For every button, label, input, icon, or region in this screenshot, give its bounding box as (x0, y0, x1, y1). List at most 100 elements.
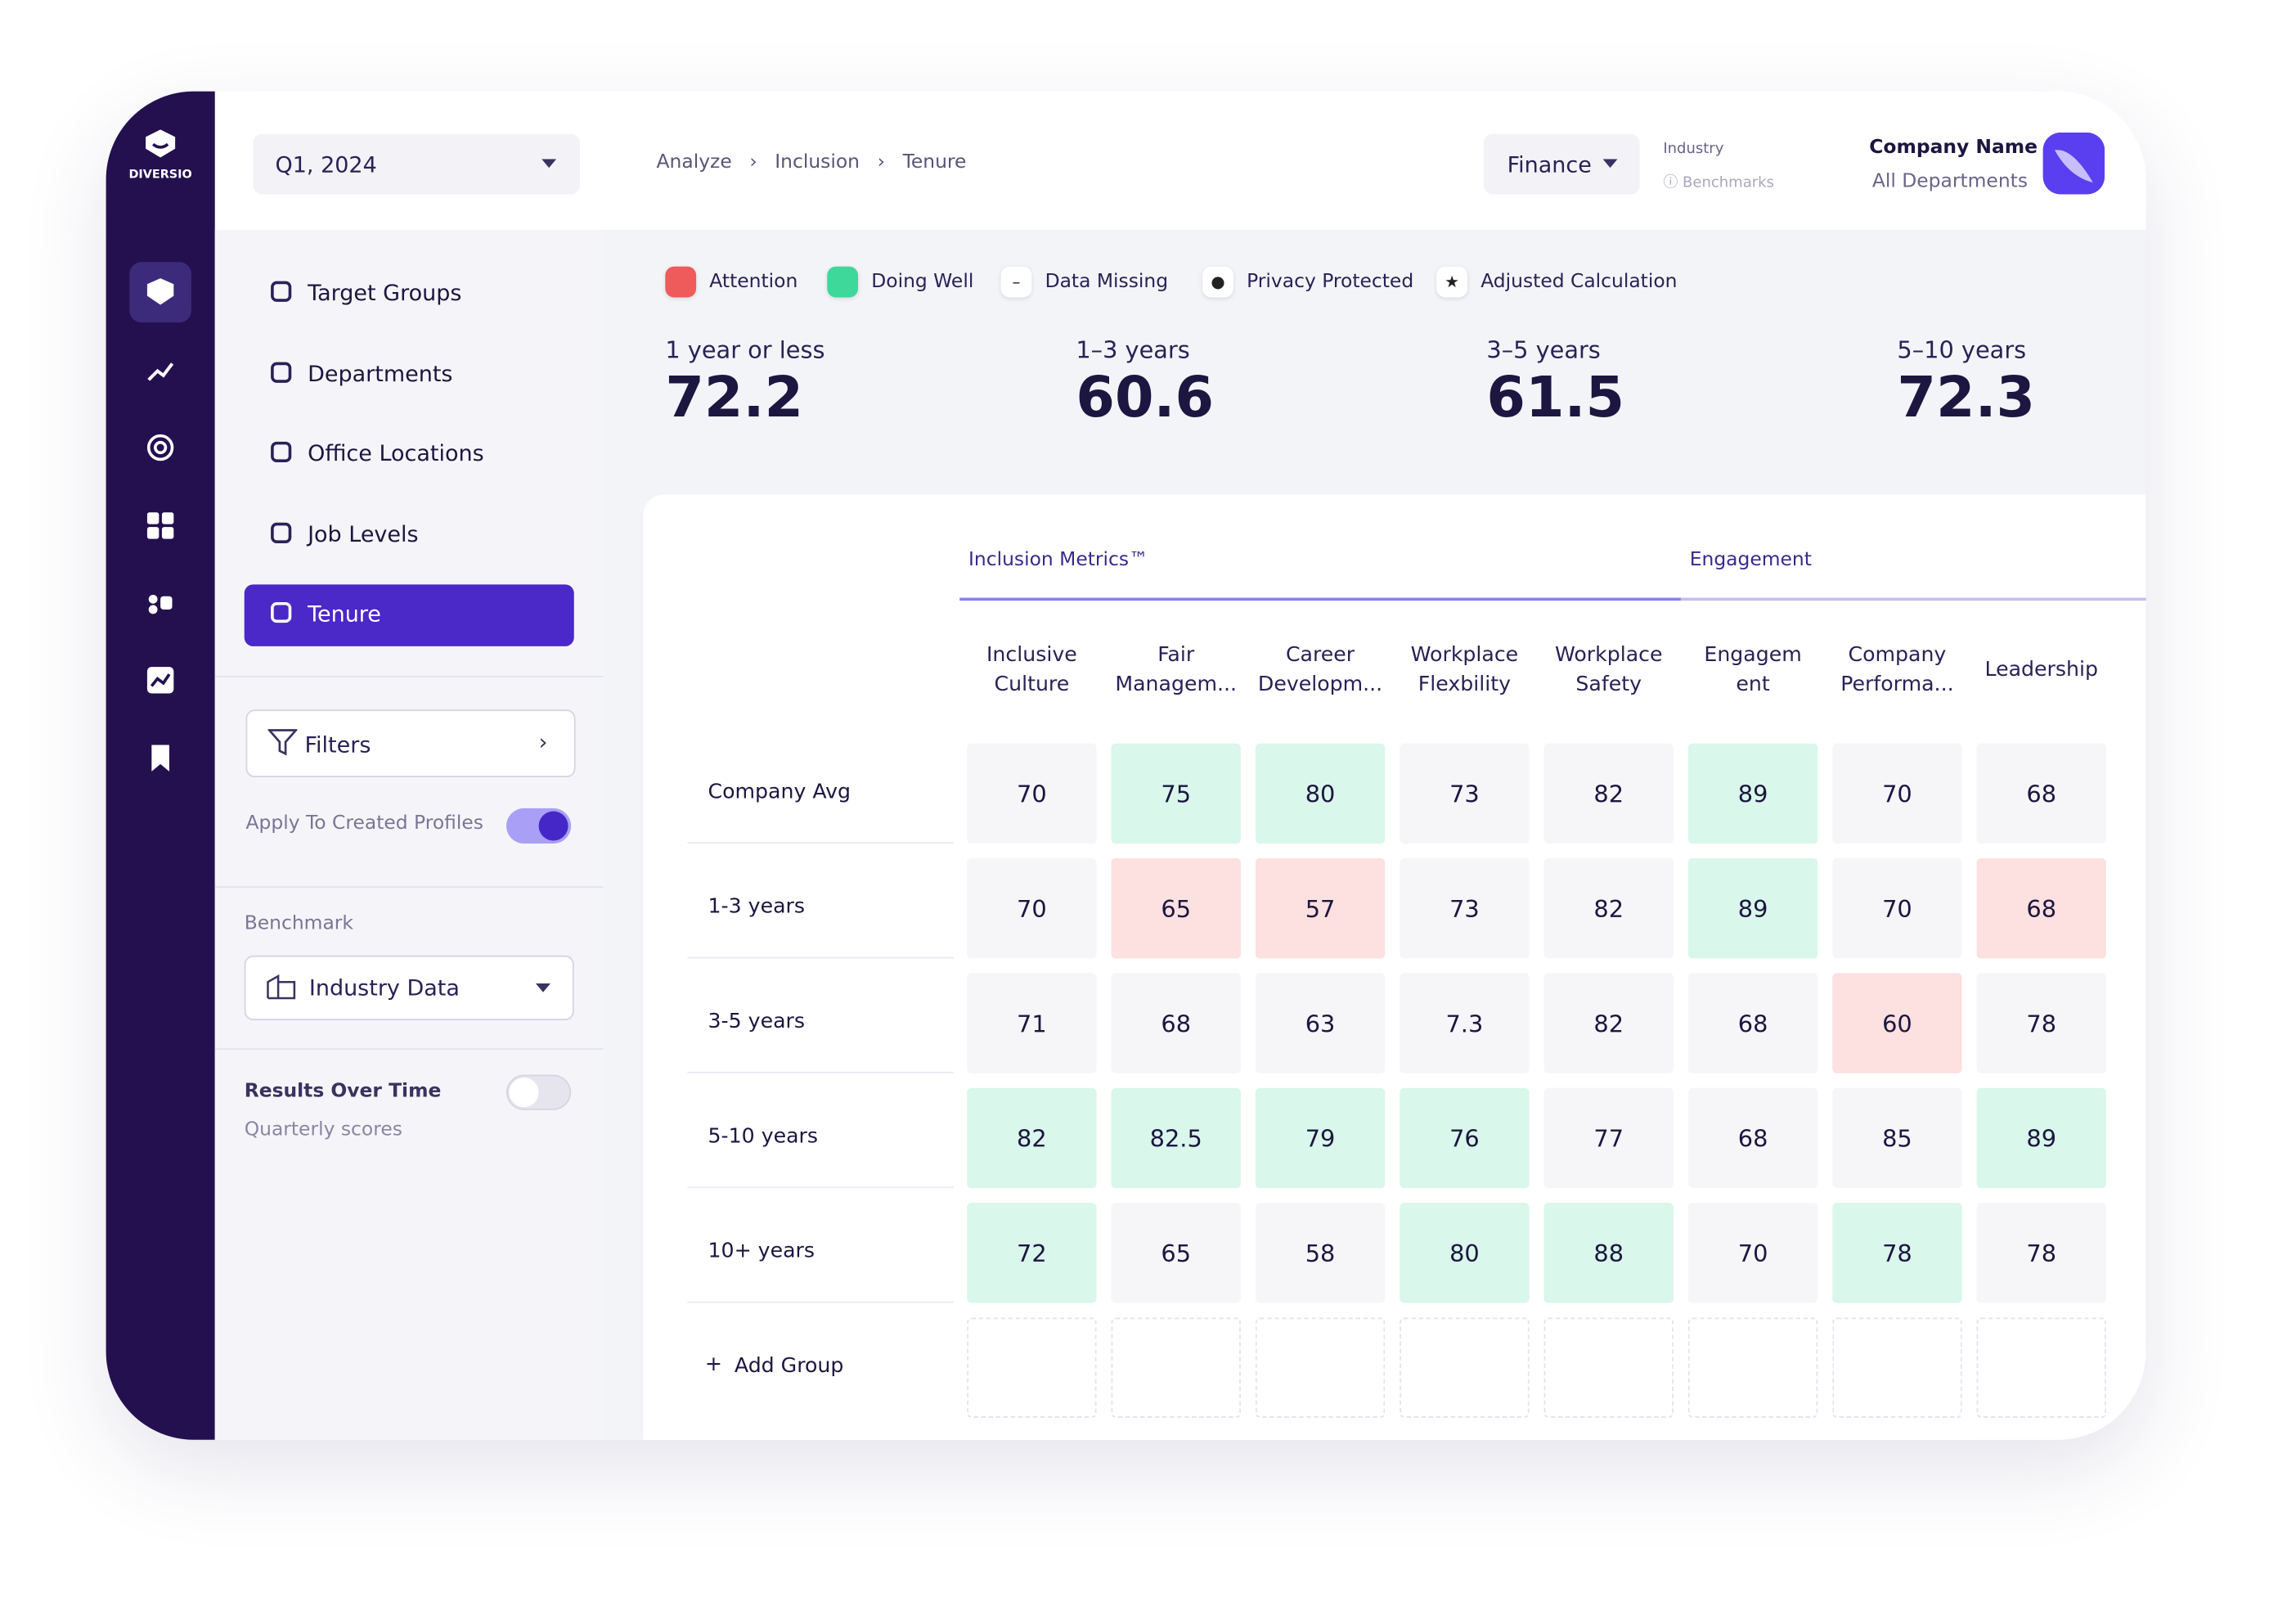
add-group-label[interactable]: Add Group (734, 1354, 844, 1379)
legend-label: Adjusted Calculation (1480, 271, 1678, 294)
stat-label: 5–10 years (1897, 335, 2027, 364)
nav-icon (271, 281, 292, 302)
legend-label: Attention (709, 271, 798, 294)
add-group[interactable]: + (704, 1352, 723, 1377)
industry: Industry (1663, 141, 1724, 158)
avatar[interactable] (2042, 132, 2105, 195)
logo-icon (146, 129, 176, 158)
cell: 63 (1255, 973, 1386, 1073)
cell: 68 (1976, 743, 2106, 844)
benchmark-value: Industry Data (308, 974, 460, 1001)
row-divider (687, 956, 955, 959)
column-header: Leadership (1984, 658, 2098, 682)
cell: 60 (1832, 973, 1962, 1073)
filters: Filters (304, 731, 371, 758)
cell: 70 (967, 743, 1097, 844)
period-select[interactable] (253, 133, 580, 195)
stat-label: 1–3 years (1076, 335, 1190, 364)
cell: 89 (1976, 1087, 2106, 1189)
results-sub: Quarterly scores (244, 1118, 402, 1141)
cell: 80 (1255, 743, 1386, 844)
chart-icon[interactable] (146, 665, 175, 695)
cell: 7.3 (1400, 973, 1530, 1073)
column-header: Safety (1575, 673, 1642, 697)
cell: 82 (1543, 743, 1674, 844)
crumb[interactable]: Inclusion (775, 151, 860, 174)
nav-item[interactable]: Tenure (308, 601, 381, 628)
building-icon (267, 974, 296, 1000)
legend-icon (827, 266, 859, 298)
stat-value: 61.5 (1486, 365, 1625, 430)
row-divider (687, 1186, 955, 1189)
dept-select[interactable] (1483, 133, 1640, 195)
column-header: Career (1285, 643, 1355, 668)
caret (1602, 159, 1618, 169)
column-header: Workplace (1554, 643, 1663, 668)
group-label: Engagement (1689, 549, 1812, 572)
cell: 70 (1687, 1203, 1818, 1303)
crumb[interactable]: Tenure (902, 151, 967, 174)
nav-item[interactable]: Departments (308, 359, 453, 387)
row-divider (687, 1071, 955, 1073)
cell: 65 (1111, 858, 1241, 959)
cell: 68 (1111, 973, 1241, 1073)
cell: 78 (1832, 1203, 1962, 1303)
cell: 89 (1687, 858, 1818, 959)
cell: 75 (1111, 743, 1241, 844)
cell: 70 (1832, 858, 1962, 959)
nav-active-bg[interactable] (244, 584, 574, 646)
stat-value: 72.2 (665, 365, 804, 430)
stat-label: 1 year or less (665, 335, 825, 364)
nav-item[interactable]: Office Locations (308, 440, 484, 467)
target-icon[interactable] (146, 433, 175, 462)
column-header: Performa... (1840, 673, 1954, 697)
trend-icon[interactable] (146, 356, 175, 385)
column-header: Flexbility (1418, 673, 1512, 697)
filter-icon (267, 729, 298, 756)
empty-cell (1111, 1317, 1241, 1418)
empty-cell (967, 1317, 1097, 1418)
crumb[interactable]: Analyze (656, 151, 732, 174)
column-header: Developm... (1257, 673, 1383, 697)
cell: 82 (1543, 973, 1674, 1073)
cell: 71 (967, 973, 1097, 1073)
home-icon[interactable] (146, 277, 175, 306)
benchmark-label: Benchmark (244, 912, 353, 935)
cell: 65 (1111, 1203, 1241, 1303)
people-icon[interactable] (146, 589, 175, 619)
benchmarks-text: Benchmarks (1683, 175, 1774, 191)
cell: 88 (1543, 1203, 1674, 1303)
row-label: 1-3 years (708, 895, 805, 919)
benchmark-select[interactable] (244, 955, 574, 1020)
benchmarks: ⓘ Benchmarks (1663, 175, 1774, 191)
legend-icon (665, 266, 697, 298)
legend-label: Data Missing (1045, 271, 1169, 294)
divider (214, 886, 604, 889)
cell: 82 (967, 1087, 1097, 1189)
brand: DIVERSIO (128, 168, 192, 182)
nav-icon (271, 521, 292, 543)
empty-cell (1255, 1317, 1386, 1418)
row-label: 3-5 years (708, 1010, 805, 1034)
filters-button[interactable] (245, 709, 576, 778)
nav-item[interactable]: Target Groups (308, 279, 462, 307)
company: Company Name (1869, 137, 2038, 160)
toggle-on[interactable] (505, 808, 572, 844)
cell: 78 (1976, 973, 2106, 1073)
bookmark-icon[interactable] (149, 744, 173, 773)
grid-icon[interactable] (146, 511, 175, 540)
empty-cell (1687, 1317, 1818, 1418)
cell: 68 (1687, 1087, 1818, 1189)
row-divider (687, 1301, 955, 1303)
table: Inclusion Metrics™ Engagement Inclusive Cul… (643, 495, 2146, 1440)
toggle-off[interactable] (505, 1074, 572, 1110)
column-header: Fair (1157, 643, 1195, 668)
stat-label: 3–5 years (1486, 335, 1601, 364)
cell: 77 (1543, 1087, 1674, 1189)
empty-cell (1543, 1317, 1674, 1418)
scope: All Departments (1871, 170, 2029, 193)
nav-item[interactable]: Job Levels (308, 520, 419, 547)
empty-cell (1832, 1317, 1962, 1418)
